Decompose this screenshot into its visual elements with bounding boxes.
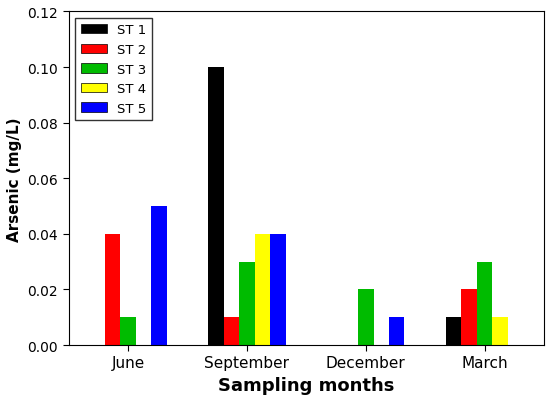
Bar xyxy=(152,207,167,345)
Bar xyxy=(120,318,136,345)
Bar xyxy=(446,318,461,345)
Bar xyxy=(208,68,224,345)
Y-axis label: Arsenic (mg/L): Arsenic (mg/L) xyxy=(7,117,22,241)
Bar xyxy=(105,234,120,345)
Bar xyxy=(477,262,493,345)
Bar xyxy=(493,318,508,345)
X-axis label: Sampling months: Sampling months xyxy=(218,376,395,394)
Bar xyxy=(461,290,477,345)
Bar xyxy=(389,318,404,345)
Bar xyxy=(239,262,255,345)
Legend: ST 1, ST 2, ST 3, ST 4, ST 5: ST 1, ST 2, ST 3, ST 4, ST 5 xyxy=(75,19,152,121)
Bar xyxy=(224,318,239,345)
Bar xyxy=(270,234,285,345)
Bar xyxy=(358,290,374,345)
Bar xyxy=(255,234,270,345)
